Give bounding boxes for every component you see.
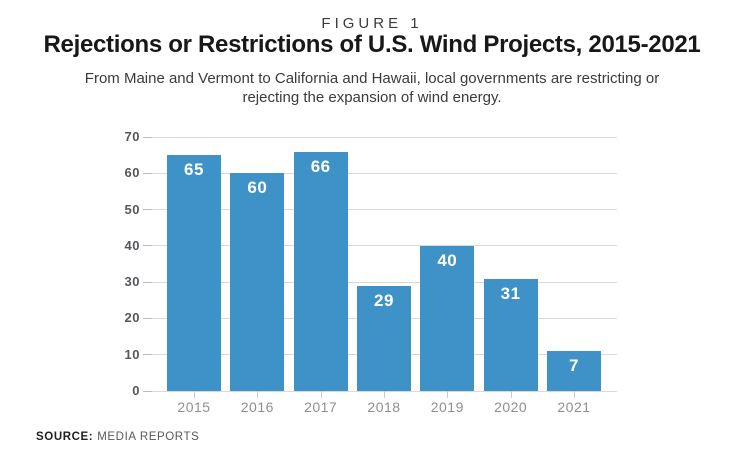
x-axis-label-2015: 2015 bbox=[177, 399, 211, 415]
bar-value-label-2019: 40 bbox=[437, 250, 458, 270]
gridline-0 bbox=[143, 390, 617, 392]
y-axis-label-30: 30 bbox=[124, 274, 140, 290]
source-line: SOURCE: MEDIA REPORTS bbox=[36, 431, 199, 443]
plot-area: 65 2015 60 2016 66 2017 29 2018 40 2019 31 2020 7 202… bbox=[143, 136, 617, 415]
x-axis-tick-2016 bbox=[257, 391, 259, 398]
chart-subtitle: From Maine and Vermont to California and… bbox=[0, 69, 744, 107]
subtitle-line-2: rejecting the expansion of wind energy. bbox=[242, 89, 502, 106]
gridline-60 bbox=[143, 172, 617, 174]
bar-2015: 65 bbox=[167, 155, 221, 391]
y-axis-tick-70 bbox=[143, 136, 152, 138]
bar-2020: 31 bbox=[483, 278, 538, 391]
y-axis-tick-10 bbox=[143, 354, 152, 356]
bar-2017: 66 bbox=[293, 151, 348, 391]
x-axis-tick-2020 bbox=[510, 391, 512, 398]
x-axis-label-2021: 2021 bbox=[557, 399, 591, 415]
gridline-50 bbox=[143, 209, 617, 211]
gridline-70 bbox=[143, 136, 617, 138]
bar-2016: 60 bbox=[230, 173, 285, 391]
y-axis-label-50: 50 bbox=[124, 201, 140, 217]
figure-label: FIGURE 1 bbox=[321, 15, 423, 32]
bar-value-label-2015: 65 bbox=[184, 160, 204, 180]
y-axis: 0 10 20 30 40 50 60 70 bbox=[0, 129, 140, 398]
y-axis-label-70: 70 bbox=[124, 129, 140, 144]
y-axis-tick-60 bbox=[143, 172, 152, 174]
subtitle-line-1: From Maine and Vermont to California and… bbox=[84, 70, 660, 87]
chart-title: Rejections or Restrictions of U.S. Wind … bbox=[43, 31, 701, 58]
y-axis-label-60: 60 bbox=[124, 165, 140, 181]
y-axis-label-0: 0 bbox=[132, 383, 140, 398]
y-axis-tick-20 bbox=[143, 317, 152, 319]
x-axis-tick-2017 bbox=[320, 391, 322, 398]
x-axis-tick-2019 bbox=[447, 391, 449, 398]
bar-value-label-2018: 29 bbox=[374, 290, 394, 310]
x-axis-label-2019: 2019 bbox=[430, 399, 464, 415]
y-axis-label-20: 20 bbox=[124, 310, 140, 326]
bar-2021: 7 bbox=[546, 351, 601, 391]
gridline-30 bbox=[143, 281, 617, 283]
x-axis-label-2020: 2020 bbox=[494, 399, 528, 415]
bar-value-label-2017: 66 bbox=[310, 156, 331, 176]
source-label: SOURCE: bbox=[36, 431, 94, 443]
bar-2018: 29 bbox=[356, 285, 411, 391]
y-axis-label-10: 10 bbox=[124, 346, 140, 362]
y-axis-tick-40 bbox=[143, 245, 152, 247]
x-axis-tick-2015 bbox=[194, 391, 195, 398]
y-axis-label-40: 40 bbox=[124, 237, 140, 253]
bar-value-label-2016: 60 bbox=[247, 178, 268, 198]
x-axis-label-2017: 2017 bbox=[304, 399, 338, 415]
x-axis-label-2018: 2018 bbox=[367, 399, 401, 415]
bar-value-label-2021: 7 bbox=[568, 356, 579, 376]
x-axis-label-2016: 2016 bbox=[240, 399, 274, 415]
bar-2019: 40 bbox=[420, 245, 475, 391]
source-value: MEDIA REPORTS bbox=[97, 431, 200, 443]
bar-value-label-2020: 31 bbox=[500, 283, 521, 303]
y-axis-tick-50 bbox=[143, 209, 152, 211]
y-axis-tick-30 bbox=[143, 281, 152, 283]
y-axis-tick-0 bbox=[143, 390, 152, 392]
x-axis-tick-2021 bbox=[573, 391, 575, 398]
x-axis-tick-2018 bbox=[383, 391, 385, 398]
gridline-40 bbox=[143, 245, 617, 247]
